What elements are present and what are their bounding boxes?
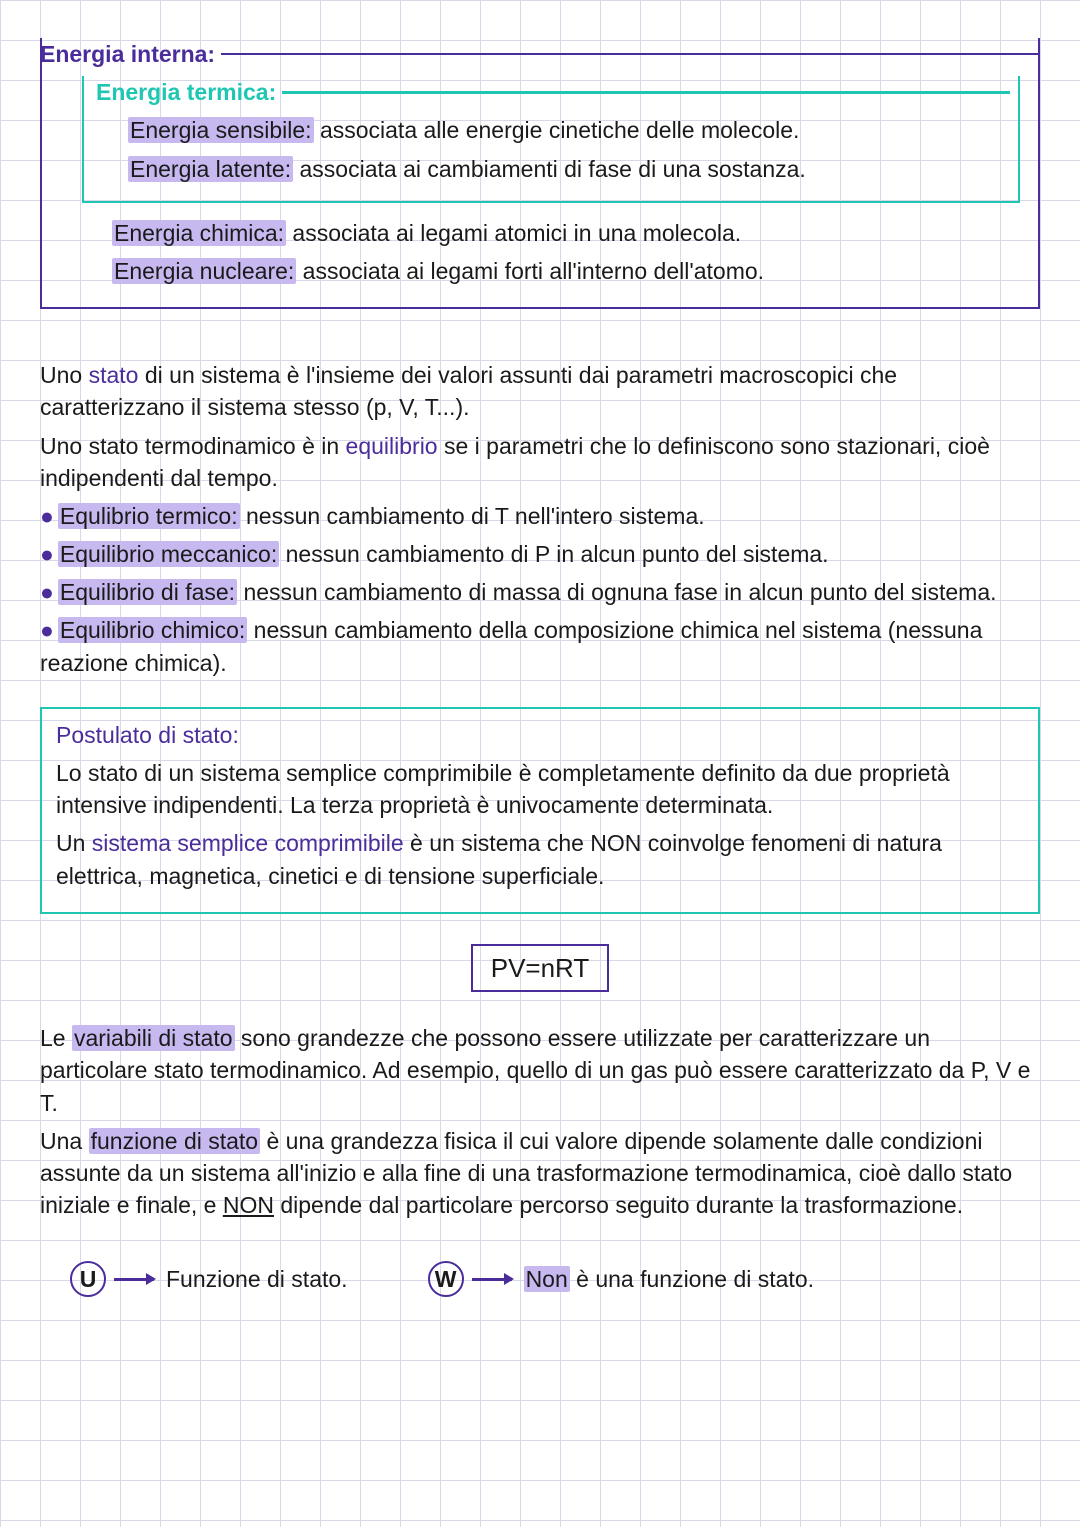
formula-pvnrt: PV=nRT [471, 944, 610, 992]
fase-label: Equilibrio di fase: [58, 579, 237, 605]
post-p2a: Un [56, 830, 92, 856]
footer-u-item: U Funzione di stato. [70, 1261, 348, 1297]
chimico-label: Equilibrio chimico: [58, 617, 247, 643]
bullet-icon: ● [40, 541, 54, 567]
energia-termica-box: Energia termica: Energia sensibile: asso… [82, 76, 1020, 203]
termico-text: nessun cambiamento di T nell'intero sist… [240, 503, 705, 529]
arrow-icon [114, 1278, 154, 1281]
w-rest: è una funzione di stato. [570, 1266, 814, 1292]
postulato-title: Postulato di stato: [56, 719, 1024, 751]
energia-latente-text: associata ai cambiamenti di fase di una … [293, 156, 806, 182]
outer-title-row: Energia interna: [40, 38, 1038, 70]
energia-chimica-text: associata ai legami atomici in una molec… [286, 220, 741, 246]
b2p1a: Le [40, 1025, 72, 1051]
non-label: Non [524, 1266, 570, 1292]
energia-nucleare-line: Energia nucleare: associata ai legami fo… [112, 255, 1038, 287]
outer-hline [221, 53, 1040, 56]
non-underline: NON [223, 1192, 274, 1218]
bullet-chimico: ●Equilibrio chimico: nessun cambiamento … [40, 614, 1040, 678]
footer-row: U Funzione di stato. W Non è una funzion… [40, 1261, 1040, 1297]
energia-chimica-line: Energia chimica: associata ai legami ato… [112, 217, 1038, 249]
footer-w-item: W Non è una funzione di stato. [428, 1261, 814, 1297]
w-text: Non è una funzione di stato. [524, 1263, 814, 1295]
variabili-label: variabili di stato [72, 1025, 235, 1051]
meccanico-text: nessun cambiamento di P in alcun punto d… [279, 541, 828, 567]
energia-nucleare-text: associata ai legami forti all'interno de… [296, 258, 764, 284]
energia-latente-line: Energia latente: associata ai cambiament… [128, 153, 1008, 185]
meccanico-label: Equilibrio meccanico: [58, 541, 279, 567]
funzione-label: funzione di stato [89, 1128, 261, 1154]
energia-latente-label: Energia latente: [128, 156, 293, 182]
equilibrio-keyword: equilibrio [346, 433, 438, 459]
bullet-icon: ● [40, 617, 54, 643]
fase-text: nessun cambiamento di massa di ognuna fa… [237, 579, 996, 605]
sistema-semplice-keyword: sistema semplice comprimibile [92, 830, 404, 856]
energia-termica-title: Energia termica: [96, 76, 282, 108]
inner-title-row: Energia termica: [96, 76, 1008, 108]
w-circle-icon: W [428, 1261, 464, 1297]
energia-sensibile-line: Energia sensibile: associata alle energi… [128, 114, 1008, 146]
b2p2a: Una [40, 1128, 89, 1154]
p1a: Uno [40, 362, 89, 388]
equilibrio-paragraph: Uno stato termodinamico è in equilibrio … [40, 430, 1040, 494]
variabili-paragraph: Le variabili di stato sono grandezze che… [40, 1022, 1040, 1119]
u-text: Funzione di stato. [166, 1263, 348, 1295]
energia-sensibile-label: Energia sensibile: [128, 117, 314, 143]
bullet-termico: ●Equlibrio termico: nessun cambiamento d… [40, 500, 1040, 532]
energia-nucleare-label: Energia nucleare: [112, 258, 296, 284]
postulato-p1: Lo stato di un sistema semplice comprimi… [56, 757, 1024, 821]
postulato-p2: Un sistema semplice comprimibile è un si… [56, 827, 1024, 891]
stato-paragraph: Uno stato di un sistema è l'insieme dei … [40, 359, 1040, 423]
p2a: Uno stato termodinamico è in [40, 433, 346, 459]
termico-label: Equlibrio termico: [58, 503, 240, 529]
postulato-box: Postulato di stato: Lo stato di un siste… [40, 707, 1040, 914]
u-circle-icon: U [70, 1261, 106, 1297]
stato-keyword: stato [89, 362, 139, 388]
body-section-2: Le variabili di stato sono grandezze che… [40, 1022, 1040, 1221]
bullet-icon: ● [40, 579, 54, 605]
energia-interna-box: Energia interna: Energia termica: Energi… [40, 38, 1040, 309]
inner-hline [282, 91, 1010, 94]
energia-chimica-label: Energia chimica: [112, 220, 286, 246]
arrow-icon [472, 1278, 512, 1281]
bullet-fase: ●Equilibrio di fase: nessun cambiamento … [40, 576, 1040, 608]
energia-interna-title: Energia interna: [40, 38, 221, 70]
p1b: di un sistema è l'insieme dei valori ass… [40, 362, 897, 420]
energia-sensibile-text: associata alle energie cinetiche delle m… [314, 117, 800, 143]
bullet-icon: ● [40, 503, 54, 529]
bullet-meccanico: ●Equilibrio meccanico: nessun cambiament… [40, 538, 1040, 570]
body-section-1: Uno stato di un sistema è l'insieme dei … [40, 359, 1040, 679]
b2p2c: dipende dal particolare percorso seguito… [274, 1192, 963, 1218]
funzione-paragraph: Una funzione di stato è una grandezza fi… [40, 1125, 1040, 1222]
